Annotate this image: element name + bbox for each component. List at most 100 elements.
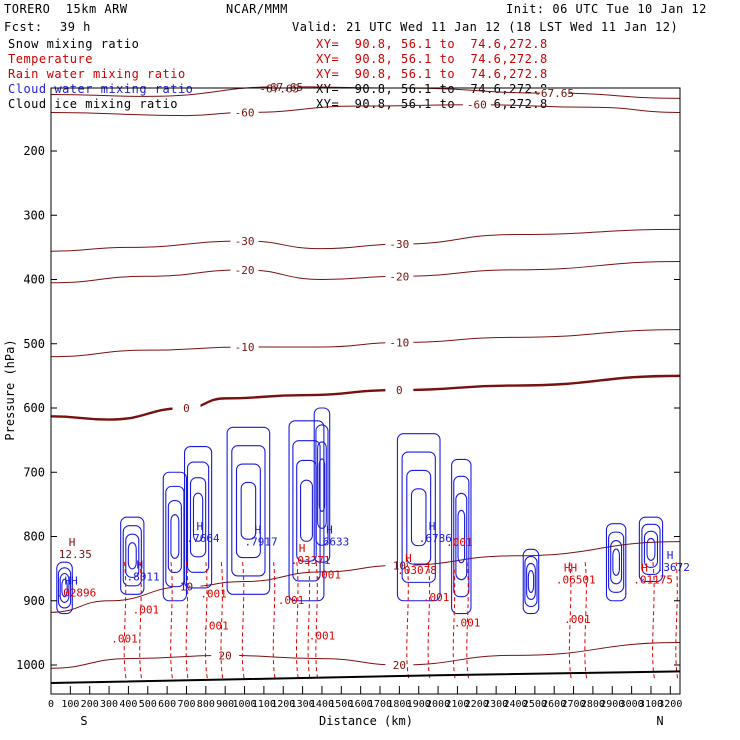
rain-max-value: .06501 bbox=[556, 573, 596, 586]
valid-time: Valid: 21 UTC Wed 11 Jan 12 (18 LST Wed … bbox=[292, 20, 679, 34]
rain-contour bbox=[170, 562, 174, 682]
cloud-water-contour bbox=[646, 537, 656, 561]
cloud-water-contour bbox=[457, 509, 466, 564]
rain-contour bbox=[427, 562, 431, 682]
temperature-contours: -67.65 -67.65-60-60-30 -30-20 -20-10 -100010… bbox=[50, 80, 681, 672]
rain-contour-label: .001 bbox=[454, 616, 481, 629]
cloud-water-contour bbox=[396, 433, 441, 602]
cloud-water-contour bbox=[524, 555, 538, 608]
temperature-label-bg bbox=[385, 559, 414, 572]
temperature-label-bg bbox=[385, 270, 414, 283]
temperature-contour-label: -60 bbox=[467, 99, 487, 112]
x-axis-title: Distance (km) bbox=[319, 714, 413, 728]
cloud-water-contour bbox=[315, 424, 329, 546]
rain-contour bbox=[584, 562, 588, 682]
x-tick-label: 1900 bbox=[407, 699, 431, 710]
fcst-value: 39 h bbox=[60, 20, 91, 34]
y-tick-label: 600 bbox=[23, 401, 45, 415]
legend-xy-cloud-water: XY= 90.8, 56.1 to 74.6,272.8 bbox=[316, 82, 548, 96]
x-tick-label: 800 bbox=[197, 699, 215, 710]
rain-contour-label: .001 bbox=[200, 588, 227, 601]
temperature-label-bg bbox=[230, 340, 259, 353]
init-time: Init: 06 UTC Tue 10 Jan 12 bbox=[506, 2, 707, 16]
cloud-water-contour bbox=[59, 572, 70, 603]
legend-xy-snow: XY= 90.8, 56.1 to 74.6,272.8 bbox=[316, 37, 548, 51]
rain-contour bbox=[568, 562, 573, 682]
cloud-water-contour bbox=[61, 578, 68, 598]
y-tick-label: 800 bbox=[23, 530, 45, 544]
cloud-water-contour bbox=[183, 445, 213, 589]
temperature-contour-label: -30 bbox=[389, 238, 409, 251]
x-tick-label: 2900 bbox=[600, 699, 624, 710]
cloud-water-contour bbox=[608, 531, 625, 593]
x-tick-label: 2200 bbox=[465, 699, 489, 710]
x-tick-label: 2300 bbox=[484, 699, 508, 710]
rain-contour bbox=[307, 562, 311, 682]
cloud-water-contour bbox=[231, 445, 266, 577]
rain-max-marker: H bbox=[405, 552, 412, 565]
rain-contour bbox=[675, 562, 679, 682]
rain-contour bbox=[315, 562, 319, 682]
temperature-contour-label: 10 bbox=[393, 559, 406, 572]
legend-field-rain: Rain water mixing ratio bbox=[8, 67, 186, 81]
legend-field-temperature: Temperature bbox=[8, 52, 93, 66]
cloud-water-contour bbox=[527, 570, 535, 593]
rain-contours: .001 .001 .001 .001 .001 .001 .001 .001 .001 .001… bbox=[57, 536, 679, 682]
temperature-contour-label: 0 bbox=[396, 384, 403, 397]
cloud-water-max-marker: H bbox=[255, 523, 262, 536]
temperature-label-bg bbox=[230, 234, 259, 247]
cloud-water-contour bbox=[186, 461, 210, 573]
x-tick-label: 2100 bbox=[445, 699, 469, 710]
x-tick-label: 600 bbox=[158, 699, 176, 710]
temperature-contour bbox=[50, 261, 681, 284]
cloud-water-max-marker: H bbox=[429, 520, 436, 533]
temperature-contour bbox=[50, 104, 681, 117]
x-tick-label: 100 bbox=[61, 699, 79, 710]
cloud-water-contour bbox=[127, 542, 137, 570]
x-tick-label: 1800 bbox=[387, 699, 411, 710]
cloud-water-max-value: .7917 bbox=[245, 535, 278, 548]
cloud-water-contour bbox=[451, 458, 472, 615]
x-tick-label: 3200 bbox=[658, 699, 682, 710]
rain-contour bbox=[241, 562, 246, 682]
rain-contour-label: .001 bbox=[423, 591, 450, 604]
cloud-water-contour bbox=[125, 533, 140, 578]
rain-contour bbox=[185, 562, 189, 682]
cloud-water-max-value: .6633 bbox=[316, 535, 349, 548]
cloud-water-max-marker: H bbox=[69, 536, 76, 549]
temperature-contour-label: -10 bbox=[235, 341, 255, 354]
cloud-water-max-marker: H bbox=[326, 523, 333, 536]
temperature-contour-label: -67.65 bbox=[263, 81, 303, 94]
legend-field-cloud-ice: Cloud ice mixing ratio bbox=[8, 97, 178, 111]
temperature-label-bg bbox=[385, 659, 414, 671]
x-tick-label: 2700 bbox=[562, 699, 586, 710]
temperature-contour-label: -20 bbox=[235, 264, 255, 277]
cloud-water-contour bbox=[226, 426, 271, 595]
temperature-contour bbox=[50, 642, 681, 669]
temperature-contour-label: 0 bbox=[183, 402, 190, 415]
x-tick-label: 400 bbox=[119, 699, 137, 710]
temperature-contour-label: -20 bbox=[389, 270, 409, 283]
ground-line bbox=[50, 670, 681, 684]
x-tick-label: 2500 bbox=[523, 699, 547, 710]
rain-contour-label: .001 bbox=[315, 568, 342, 581]
cloud-water-contour bbox=[643, 530, 659, 568]
cloud-water-contour bbox=[526, 562, 536, 601]
temperature-contour-label: -67.65 bbox=[534, 87, 574, 100]
cloud-water-max-value: .7664 bbox=[186, 532, 219, 545]
cloud-water-max-value: .6786 bbox=[419, 532, 452, 545]
rain-max-value: .03078 bbox=[397, 564, 437, 577]
cloud-water-max-marker: H bbox=[196, 520, 203, 533]
cloud-water-contours: H12.35H.8011H.7664H.7917H.6633H.6786H.36… bbox=[56, 407, 690, 615]
cloud-water-contour bbox=[610, 540, 623, 585]
cloud-water-contour bbox=[638, 516, 664, 583]
cloud-water-max-value: .8011 bbox=[126, 571, 159, 584]
cloud-water-contour bbox=[605, 523, 627, 602]
rain-contour bbox=[205, 562, 209, 682]
temperature-contour bbox=[50, 374, 681, 421]
cloud-water-max-marker: H bbox=[667, 549, 674, 562]
legend-field-cloud-water: Cloud water mixing ratio bbox=[8, 82, 194, 96]
x-tick-label: 1300 bbox=[291, 699, 315, 710]
rain-contour bbox=[295, 562, 300, 682]
temperature-label-bg bbox=[540, 87, 569, 100]
